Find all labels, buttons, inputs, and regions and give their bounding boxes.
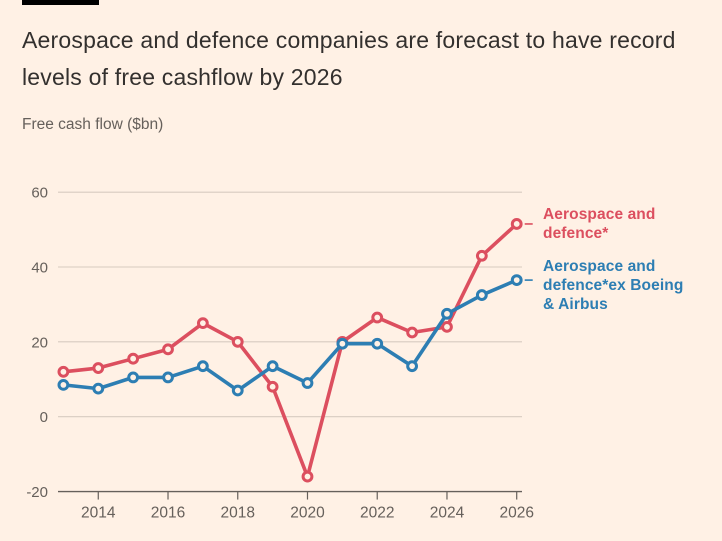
data-point-marker xyxy=(336,337,349,350)
chart-subtitle: Free cash flow ($bn) xyxy=(22,116,164,133)
data-point-marker xyxy=(371,337,384,350)
data-point-marker xyxy=(371,311,384,324)
data-point-marker xyxy=(162,371,174,384)
x-axis-tick-label: 2020 xyxy=(290,505,325,522)
x-axis-tick-label: 2018 xyxy=(221,505,255,522)
data-point-marker xyxy=(127,352,140,365)
data-point-marker xyxy=(57,365,70,378)
legend-line: Aerospace and xyxy=(543,258,656,275)
data-point-marker xyxy=(441,320,453,333)
x-axis-tick-label: 2022 xyxy=(360,505,394,522)
legend-label-ex-boeing-airbus: Aerospace and defence*ex Boeing & Airbus xyxy=(543,257,718,314)
data-point-marker xyxy=(92,362,105,374)
data-point-marker xyxy=(162,343,174,356)
legend-line: Aerospace and xyxy=(543,206,656,223)
data-point-marker xyxy=(196,317,209,330)
y-axis-tick-label: 60 xyxy=(31,185,48,202)
data-point-marker xyxy=(127,371,140,384)
data-point-marker xyxy=(231,384,244,397)
x-axis-tick-label: 2016 xyxy=(151,505,185,522)
data-point-marker xyxy=(406,326,419,339)
data-point-marker xyxy=(231,335,244,348)
y-axis-tick-label: 0 xyxy=(40,409,48,426)
data-point-marker xyxy=(406,360,419,373)
legend-label-aerospace-defence: Aerospace and defence* xyxy=(543,205,718,243)
data-point-marker xyxy=(441,307,453,320)
data-point-marker xyxy=(266,380,279,393)
data-point-marker xyxy=(196,360,209,373)
legend-line: defence*ex Boeing xyxy=(543,277,684,294)
data-point-marker xyxy=(475,249,488,262)
y-axis-tick-label: 20 xyxy=(31,334,48,351)
x-axis-tick-label: 2026 xyxy=(499,505,533,522)
data-point-marker xyxy=(266,360,279,373)
chart-title: Aerospace and defence companies are fore… xyxy=(22,27,676,90)
data-point-marker xyxy=(510,218,523,230)
series-line-0 xyxy=(61,222,519,479)
data-point-marker xyxy=(301,377,314,389)
ft-top-bar xyxy=(22,0,99,5)
x-axis-tick-label: 2024 xyxy=(430,505,465,522)
y-axis-tick-label: -20 xyxy=(26,484,48,501)
y-axis-tick-label: 40 xyxy=(31,260,48,277)
data-point-marker xyxy=(301,470,314,483)
legend-line: & Airbus xyxy=(543,296,608,313)
data-point-marker xyxy=(475,289,488,301)
legend-line: defence* xyxy=(543,225,609,242)
x-axis-tick-label: 2014 xyxy=(81,505,116,522)
data-point-marker xyxy=(92,382,105,395)
data-point-marker xyxy=(57,378,70,391)
data-point-marker xyxy=(510,274,523,286)
